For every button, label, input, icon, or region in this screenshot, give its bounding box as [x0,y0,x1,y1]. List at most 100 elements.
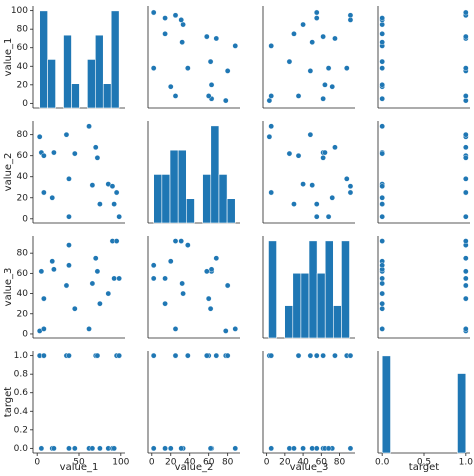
scatter-point [72,150,78,157]
scatter-point [204,268,210,275]
hist-bar [169,149,179,224]
scatter-point [66,352,72,359]
scatter-point [180,290,186,297]
scatter-point [213,255,220,262]
scatter-point [379,21,385,28]
y-tick-label: 0 [22,214,28,224]
scatter-point [379,150,385,157]
scatter-point [97,201,103,207]
hist-bar [186,198,195,224]
scatter-point [268,189,274,196]
hist-bar [210,125,220,224]
scatter-point [379,326,385,332]
scatter-point [463,189,469,196]
scatter-point [379,300,385,307]
y-tick-label: 0.6 [14,388,29,398]
scatter-point [313,9,320,16]
scatter-point [322,82,328,88]
scatter-point [208,266,215,273]
scatter-point [309,182,315,188]
scatter-point [463,326,469,332]
scatter-point [379,305,385,312]
scatter-point [162,31,168,37]
y-tick-label: 60 [17,151,29,161]
x-axis-label: value_3 [290,462,329,473]
scatter-point [179,280,185,287]
scatter-point [86,123,92,130]
y-tick-label: 60 [17,43,29,53]
scatter-point [105,290,112,297]
scatter-point [41,326,47,332]
x-tick-label: 50 [73,458,85,468]
scatter-point [213,35,220,42]
scatter-point [379,183,385,189]
x-tick-label: 60 [316,458,328,468]
scatter-point [463,33,469,40]
scatter-point [172,238,179,244]
scatter-point [111,275,117,282]
hist-bar [333,305,342,339]
scatter-point [113,189,120,196]
scatter-point [313,445,320,452]
y-tick-label: 0.2 [14,425,28,435]
scatter-point [51,266,57,273]
scatter-point [463,65,469,71]
scatter-point [347,189,354,196]
hist-bar [95,34,104,109]
scatter-point [463,93,469,99]
scatter-point [329,83,336,90]
scatter-point [111,201,117,207]
y-axis-label: value_3 [3,268,14,307]
scatter-point [49,258,56,265]
scatter-point [51,149,57,156]
scatter-point [347,183,354,189]
scatter-point [295,352,302,359]
scatter-point [291,201,297,207]
x-tick-label: 40 [297,458,309,468]
scatter-point [41,189,47,196]
hist-bar [218,174,228,224]
scatter-point [162,15,168,21]
scatter-point [97,300,103,307]
scatter-point [332,144,338,151]
scatter-point [379,213,385,220]
y-axis-label: value_2 [3,153,14,192]
scatter-point [332,352,338,359]
x-axis-label: target [409,462,439,473]
scatter-point [92,144,99,151]
scatter-point [463,275,469,282]
hist-bar [102,83,112,109]
scatter-point [185,65,191,71]
scatter-point [207,305,214,312]
hist-bar [87,59,96,109]
x-axis-label: value_2 [175,462,214,473]
scatter-point [268,123,274,130]
scatter-point [222,328,229,334]
scatter-point [379,39,385,45]
x-tick-label: 80 [222,458,234,468]
scatter-point [41,152,47,159]
scatter-point [307,68,314,74]
scatter-point [224,352,231,359]
scatter-point [36,133,43,140]
x-tick-label: 0 [264,458,270,468]
scatter-point [111,445,117,452]
hist-bar [110,10,120,109]
scatter-point [463,97,469,104]
scatter-point [116,275,122,282]
x-tick-label: 1.0 [459,458,474,468]
y-tick-label: 80 [17,249,29,259]
scatter-point [463,282,469,289]
scatter-point [379,238,385,244]
scatter-point [113,238,120,244]
x-tick-label: 100 [112,458,129,468]
scatter-point [300,445,306,452]
scatter-point [463,213,469,220]
scatter-point [232,43,239,49]
scatter-point [94,155,101,161]
scatter-point [347,445,354,452]
scatter-point [344,176,350,182]
scatter-point [347,352,354,359]
hist-bar [292,272,302,339]
scatter-point [150,445,157,452]
